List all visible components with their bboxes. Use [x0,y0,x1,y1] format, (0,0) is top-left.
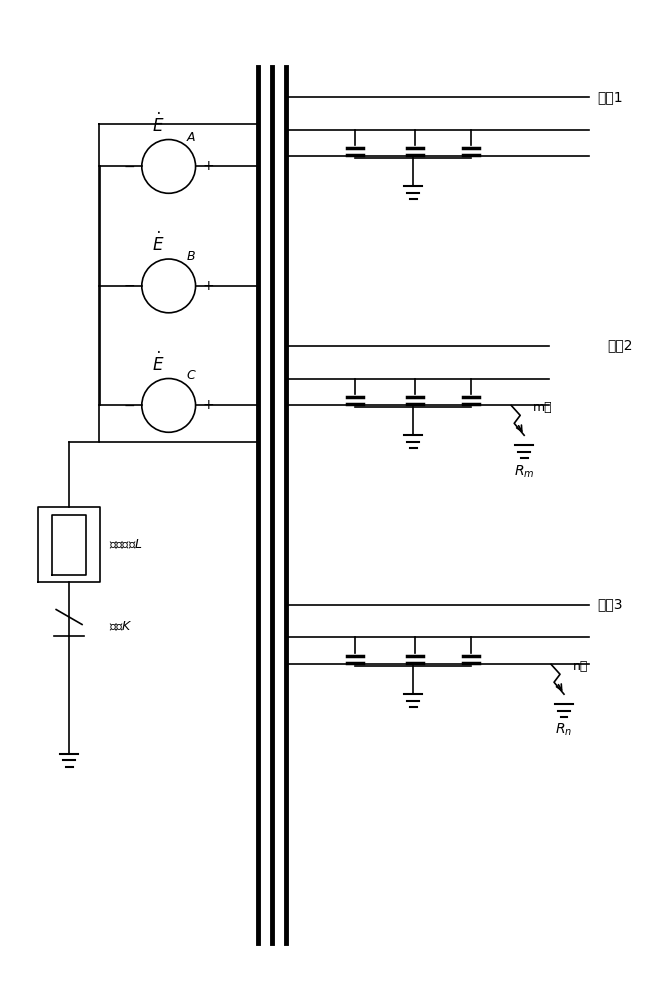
Text: m点: m点 [533,401,553,414]
Text: $\dot{E}$: $\dot{E}$ [153,232,165,255]
Text: −: − [123,279,135,293]
Text: 消弧线圈$L$: 消弧线圈$L$ [109,538,143,551]
Text: C: C [186,369,195,382]
Text: $\dot{E}$: $\dot{E}$ [153,112,165,136]
Text: $\dot{E}$: $\dot{E}$ [153,351,165,375]
Text: −: − [123,398,135,412]
Text: $R_m$: $R_m$ [514,463,534,480]
Text: +: + [203,398,215,412]
Text: 线路2: 线路2 [607,339,632,353]
Text: +: + [203,159,215,173]
Text: −: − [123,159,135,173]
Text: A: A [186,131,195,144]
Text: +: + [203,279,215,293]
Text: 线路3: 线路3 [597,598,622,612]
Text: 线路1: 线路1 [597,90,622,104]
Text: 开关$K$: 开关$K$ [109,620,133,633]
Text: B: B [186,250,195,263]
Text: $R_n$: $R_n$ [555,722,572,738]
Text: n点: n点 [573,660,588,673]
